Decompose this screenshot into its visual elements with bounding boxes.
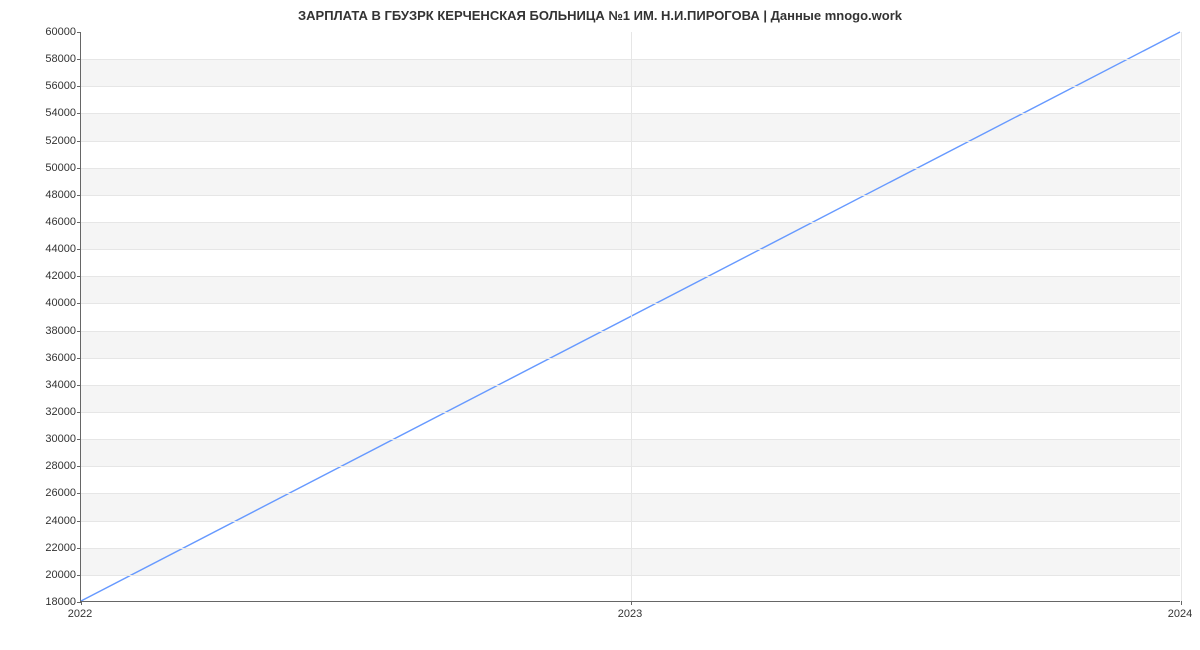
y-tick-mark <box>77 412 81 413</box>
y-tick-label: 26000 <box>45 487 76 499</box>
y-tick-label: 60000 <box>45 26 76 38</box>
x-tick-mark <box>1181 601 1182 605</box>
y-tick-label: 54000 <box>45 107 76 119</box>
y-tick-label: 46000 <box>45 216 76 228</box>
v-gridline <box>1181 32 1182 601</box>
y-tick-label: 40000 <box>45 297 76 309</box>
y-tick-mark <box>77 141 81 142</box>
y-tick-label: 32000 <box>45 406 76 418</box>
y-tick-label: 42000 <box>45 270 76 282</box>
y-tick-mark <box>77 32 81 33</box>
y-tick-label: 22000 <box>45 542 76 554</box>
y-tick-label: 58000 <box>45 53 76 65</box>
y-tick-label: 30000 <box>45 433 76 445</box>
y-tick-label: 36000 <box>45 352 76 364</box>
y-tick-mark <box>77 493 81 494</box>
y-tick-mark <box>77 575 81 576</box>
y-tick-mark <box>77 168 81 169</box>
y-tick-mark <box>77 385 81 386</box>
y-tick-label: 28000 <box>45 460 76 472</box>
x-tick-mark <box>81 601 82 605</box>
y-tick-label: 20000 <box>45 569 76 581</box>
plot-area <box>80 32 1180 602</box>
y-tick-label: 52000 <box>45 135 76 147</box>
x-tick-label: 2023 <box>618 608 642 620</box>
x-tick-label: 2024 <box>1168 608 1192 620</box>
y-tick-label: 24000 <box>45 515 76 527</box>
y-tick-label: 50000 <box>45 162 76 174</box>
y-tick-label: 48000 <box>45 189 76 201</box>
y-tick-mark <box>77 331 81 332</box>
y-tick-mark <box>77 303 81 304</box>
y-tick-mark <box>77 439 81 440</box>
y-tick-mark <box>77 548 81 549</box>
y-tick-mark <box>77 222 81 223</box>
y-tick-mark <box>77 521 81 522</box>
y-tick-label: 38000 <box>45 325 76 337</box>
y-tick-mark <box>77 249 81 250</box>
y-tick-label: 44000 <box>45 243 76 255</box>
x-tick-label: 2022 <box>68 608 92 620</box>
x-tick-mark <box>631 601 632 605</box>
y-tick-mark <box>77 59 81 60</box>
y-tick-mark <box>77 466 81 467</box>
chart-container: ЗАРПЛАТА В ГБУЗРК КЕРЧЕНСКАЯ БОЛЬНИЦА №1… <box>0 0 1200 650</box>
y-tick-label: 56000 <box>45 80 76 92</box>
v-gridline <box>631 32 632 601</box>
y-tick-mark <box>77 113 81 114</box>
y-tick-label: 18000 <box>45 596 76 608</box>
y-tick-mark <box>77 86 81 87</box>
chart-title: ЗАРПЛАТА В ГБУЗРК КЕРЧЕНСКАЯ БОЛЬНИЦА №1… <box>0 8 1200 23</box>
y-tick-mark <box>77 195 81 196</box>
y-tick-mark <box>77 276 81 277</box>
y-tick-mark <box>77 358 81 359</box>
y-tick-label: 34000 <box>45 379 76 391</box>
